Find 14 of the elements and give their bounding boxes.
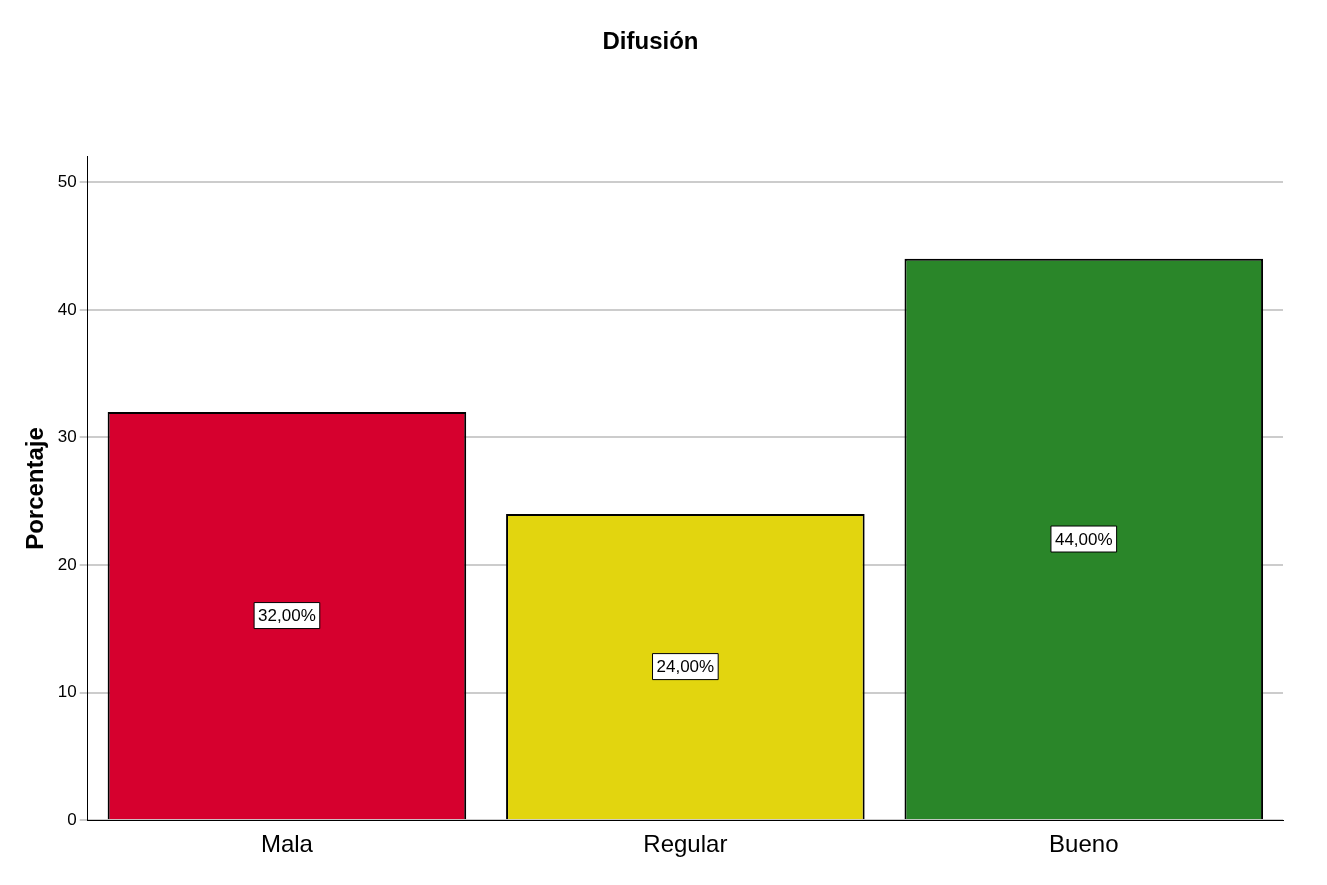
x-tick-label: Mala: [260, 830, 314, 858]
y-tick-label: 50: [57, 172, 77, 191]
y-tick-label: 10: [57, 682, 77, 702]
x-tick-label: Regular: [643, 830, 728, 858]
data-label: 24,00%: [656, 657, 715, 677]
y-tick-label: 0: [67, 809, 77, 829]
x-tick-label: Bueno: [1049, 830, 1119, 858]
data-label: 32,00%: [258, 606, 316, 626]
y-tick-label: 20: [57, 554, 77, 574]
chart-title: Difusión: [602, 27, 699, 55]
y-axis-title: Porcentaje: [21, 427, 49, 550]
y-tick-label: 40: [57, 299, 77, 319]
y-tick-label: 30: [57, 427, 77, 447]
data-label: 44,00%: [1054, 529, 1113, 549]
